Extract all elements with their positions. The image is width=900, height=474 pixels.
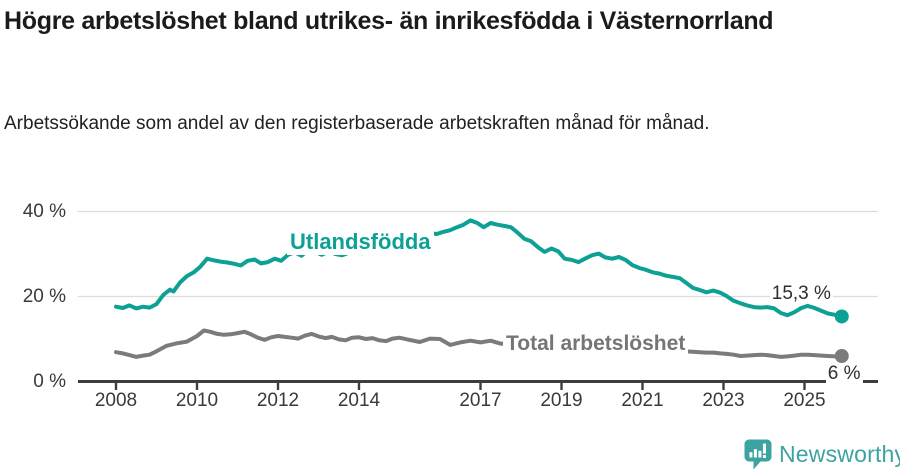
end-dot xyxy=(834,309,849,324)
trend-line xyxy=(114,328,844,359)
brand-name: Newsworthy xyxy=(779,441,900,467)
chart-title: Högre arbetslöshet bland utrikes- än inr… xyxy=(4,7,774,35)
chart-subtitle: Arbetssökande som andel av den registerb… xyxy=(4,113,710,134)
newsworthy-logo-icon xyxy=(744,439,772,470)
trend-line xyxy=(114,218,844,319)
brand-footer: Newsworthy xyxy=(744,439,900,470)
end-dot xyxy=(834,349,849,363)
